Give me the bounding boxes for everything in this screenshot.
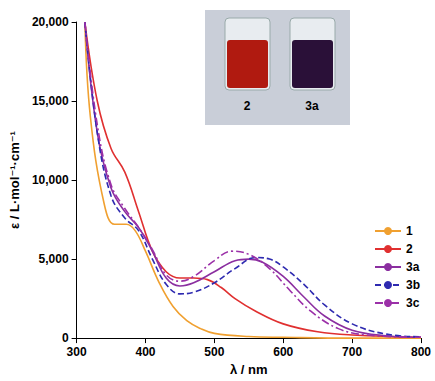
svg-text:10,000: 10,000	[32, 173, 69, 187]
svg-text:300: 300	[67, 345, 87, 359]
svg-text:400: 400	[135, 345, 155, 359]
svg-text:0: 0	[62, 331, 69, 345]
svg-text:3a: 3a	[305, 99, 319, 113]
svg-text:λ / nm: λ / nm	[230, 362, 268, 377]
svg-text:700: 700	[342, 345, 362, 359]
svg-text:1: 1	[406, 224, 413, 238]
svg-text:15,000: 15,000	[32, 94, 69, 108]
svg-text:5,000: 5,000	[39, 252, 69, 266]
svg-text:ε / L·mol⁻¹·cm⁻¹: ε / L·mol⁻¹·cm⁻¹	[7, 131, 22, 229]
svg-text:20,000: 20,000	[32, 15, 69, 29]
svg-text:500: 500	[204, 345, 224, 359]
svg-text:600: 600	[273, 345, 293, 359]
svg-text:800: 800	[411, 345, 431, 359]
svg-text:3b: 3b	[406, 278, 420, 292]
svg-text:3c: 3c	[406, 296, 420, 310]
svg-text:2: 2	[244, 99, 251, 113]
svg-text:3a: 3a	[406, 260, 420, 274]
svg-text:2: 2	[406, 242, 413, 256]
